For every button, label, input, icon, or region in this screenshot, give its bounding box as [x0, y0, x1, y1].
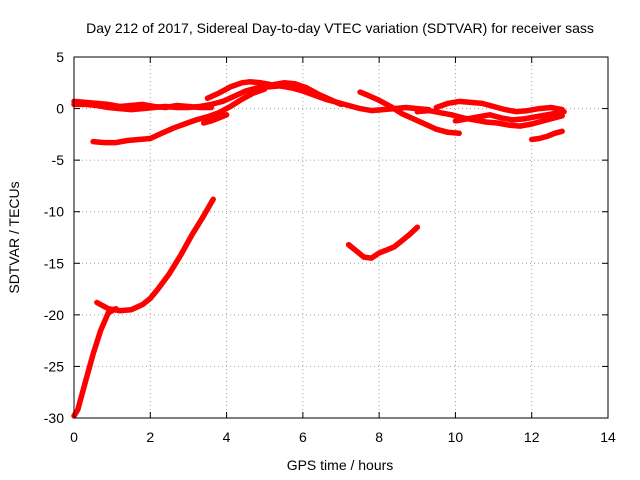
y-tick-label: -25: [44, 358, 64, 374]
satellite-track-7: [204, 79, 344, 108]
x-tick-label: 12: [524, 429, 540, 445]
y-tick-label: 5: [56, 49, 64, 65]
y-tick-label: 0: [56, 101, 64, 117]
x-tick-label: 2: [146, 429, 154, 445]
y-tick-label: -20: [44, 307, 64, 323]
x-axis-label: GPS time / hours: [287, 457, 394, 473]
plot-frame: [73, 56, 609, 419]
y-tick-label: -15: [44, 255, 64, 271]
series-layer: [71, 79, 567, 419]
satellite-track-8: [357, 89, 462, 137]
chart-title: Day 212 of 2017, Sidereal Day-to-day VTE…: [86, 20, 594, 36]
satellite-track-13: [528, 128, 565, 143]
y-tick-label: -5: [52, 152, 65, 168]
x-tick-label: 6: [299, 429, 307, 445]
satellite-track-3: [71, 83, 432, 114]
tick-layer: 0 2 4 6 8 10 12 14 5 0 -5 -10 -15 -20 -25 -30: [44, 49, 616, 445]
y-tick-label: -30: [44, 410, 64, 426]
satellite-track-11: [414, 107, 565, 129]
y-axis-label: SDTVAR / TECUs: [6, 181, 22, 293]
satellite-track-10: [433, 98, 565, 115]
satellite-track-9: [345, 224, 421, 261]
satellite-track-1: [71, 305, 119, 419]
satellite-track-6: [200, 112, 230, 126]
satellite-track-2: [94, 196, 216, 314]
x-tick-label: 14: [600, 429, 616, 445]
x-tick-label: 10: [448, 429, 464, 445]
x-tick-label: 8: [375, 429, 383, 445]
y-tick-label: -10: [44, 204, 64, 220]
x-tick-label: 0: [70, 429, 78, 445]
satellite-track-12: [452, 108, 567, 124]
x-tick-label: 4: [223, 429, 231, 445]
satellite-track-5: [90, 86, 268, 146]
satellite-track-4: [71, 98, 215, 111]
